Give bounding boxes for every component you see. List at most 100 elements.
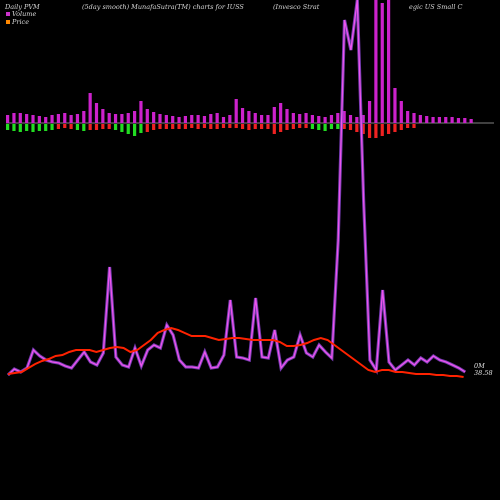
volume-bar-down-23 (152, 124, 156, 130)
volume-bar-down-38 (247, 124, 251, 130)
volume-bar-up-64 (412, 113, 416, 123)
volume-bar-down-33 (215, 124, 219, 129)
volume-bar-down-10 (69, 124, 73, 129)
volume-bar-up-59 (380, 3, 384, 123)
volume-bar-up-44 (285, 109, 289, 123)
volume-bar-down-29 (190, 124, 194, 128)
volume-bar-up-65 (418, 115, 422, 123)
volume-bar-up-41 (266, 115, 270, 123)
volume-bar-up-47 (304, 113, 308, 123)
volume-bar-up-57 (367, 101, 372, 123)
volume-bar-down-5 (37, 124, 41, 131)
volume-bar-up-18 (120, 114, 124, 123)
volume-bar-down-6 (44, 124, 48, 131)
volume-bar-down-62 (399, 124, 403, 130)
volume-bar-up-50 (323, 117, 327, 123)
legend-price-swatch (6, 20, 10, 24)
volume-bar-up-35 (228, 115, 232, 123)
volume-bar-down-37 (240, 124, 245, 129)
volume-bar-up-10 (69, 115, 73, 123)
volume-bar-up-9 (63, 113, 67, 123)
volume-bar-up-22 (145, 109, 149, 123)
volume-bar-down-48 (310, 124, 314, 129)
volume-bar-up-12 (82, 111, 86, 123)
volume-bar-up-42 (272, 107, 276, 123)
volume-bar-down-7 (50, 124, 54, 130)
volume-bar-up-25 (164, 115, 168, 123)
volume-bar-down-64 (412, 124, 416, 128)
volume-bar-down-18 (120, 124, 124, 132)
volume-bar-up-4 (31, 115, 35, 123)
volume-bar-down-61 (393, 124, 397, 132)
volume-bar-down-16 (107, 124, 111, 129)
legend-volume-label: Volume (12, 10, 37, 18)
volume-bar-up-26 (171, 116, 175, 123)
volume-bar-up-38 (247, 111, 251, 123)
volume-bar-up-29 (190, 115, 194, 123)
volume-bar-down-11 (75, 124, 80, 130)
volume-bar-up-62 (399, 101, 403, 123)
volume-bar-up-24 (158, 114, 162, 123)
volume-bar-up-31 (202, 116, 207, 123)
volume-bar-up-14 (94, 103, 99, 123)
volume-bar-up-70 (450, 117, 454, 123)
volume-bar-down-36 (234, 124, 238, 128)
volume-bar-down-30 (196, 124, 200, 129)
price-last-label: 38.58 (474, 369, 493, 377)
volume-bar-down-2 (18, 124, 22, 132)
volume-bar-down-45 (291, 124, 295, 129)
volume-bar-down-51 (329, 124, 334, 129)
volume-bar-up-43 (279, 103, 283, 123)
volume-bar-down-42 (272, 124, 276, 134)
volume-bar-up-19 (126, 113, 130, 123)
volume-bar-up-17 (113, 114, 118, 123)
volume-bar-up-13 (88, 93, 92, 123)
volume-bar-down-15 (101, 124, 105, 129)
volume-bar-down-59 (380, 124, 384, 136)
volume-bar-up-7 (50, 115, 54, 123)
volume-bar-up-34 (221, 117, 226, 123)
volume-bar-up-20 (133, 111, 137, 123)
legend-volume-swatch (6, 12, 10, 16)
volume-bar-up-56 (361, 115, 365, 123)
volume-bar-down-34 (221, 124, 226, 128)
volume-bar-up-66 (425, 116, 429, 123)
volume-bar-down-0 (6, 124, 10, 130)
volume-bar-up-61 (393, 88, 397, 123)
volume-bar-up-40 (260, 115, 264, 123)
volume-bar-up-33 (215, 113, 219, 123)
volume-bar-up-36 (234, 99, 238, 123)
volume-bar-down-20 (133, 124, 137, 136)
volume-bar-down-40 (260, 124, 264, 129)
volume-bar-down-9 (63, 124, 67, 128)
volume-bar-down-1 (12, 124, 16, 131)
volume-bar-up-0 (6, 115, 10, 123)
volume-line-shadow (6, 0, 467, 377)
volume-bar-up-63 (406, 111, 410, 123)
volume-bar-down-25 (164, 124, 168, 129)
volume-bar-down-39 (253, 124, 257, 129)
volume-bar-down-43 (279, 124, 283, 132)
volume-bar-down-55 (355, 124, 359, 132)
volume-bar-down-26 (171, 124, 175, 129)
volume-bar-up-37 (240, 108, 245, 123)
volume-bar-up-16 (107, 113, 111, 123)
volume-bar-down-17 (113, 124, 118, 130)
volume-bar-up-53 (342, 111, 346, 123)
volume-bar-down-12 (82, 124, 86, 131)
volume-bar-up-30 (196, 115, 200, 123)
volume-bar-down-28 (183, 124, 187, 129)
volume-bar-up-5 (37, 116, 41, 123)
volume-bar-up-68 (437, 117, 441, 123)
volume-bar-up-67 (431, 117, 435, 123)
volume-bar-down-47 (304, 124, 308, 128)
volume-bar-up-3 (25, 114, 29, 123)
volume-bar-down-50 (323, 124, 327, 131)
volume-bar-up-21 (139, 101, 143, 123)
chart-label-left: Daily PVM (5, 3, 40, 11)
volume-bar-down-53 (342, 124, 346, 129)
volume-bar-down-54 (348, 124, 353, 130)
volume-bar-down-13 (88, 124, 92, 130)
volume-bar-up-32 (209, 114, 213, 123)
